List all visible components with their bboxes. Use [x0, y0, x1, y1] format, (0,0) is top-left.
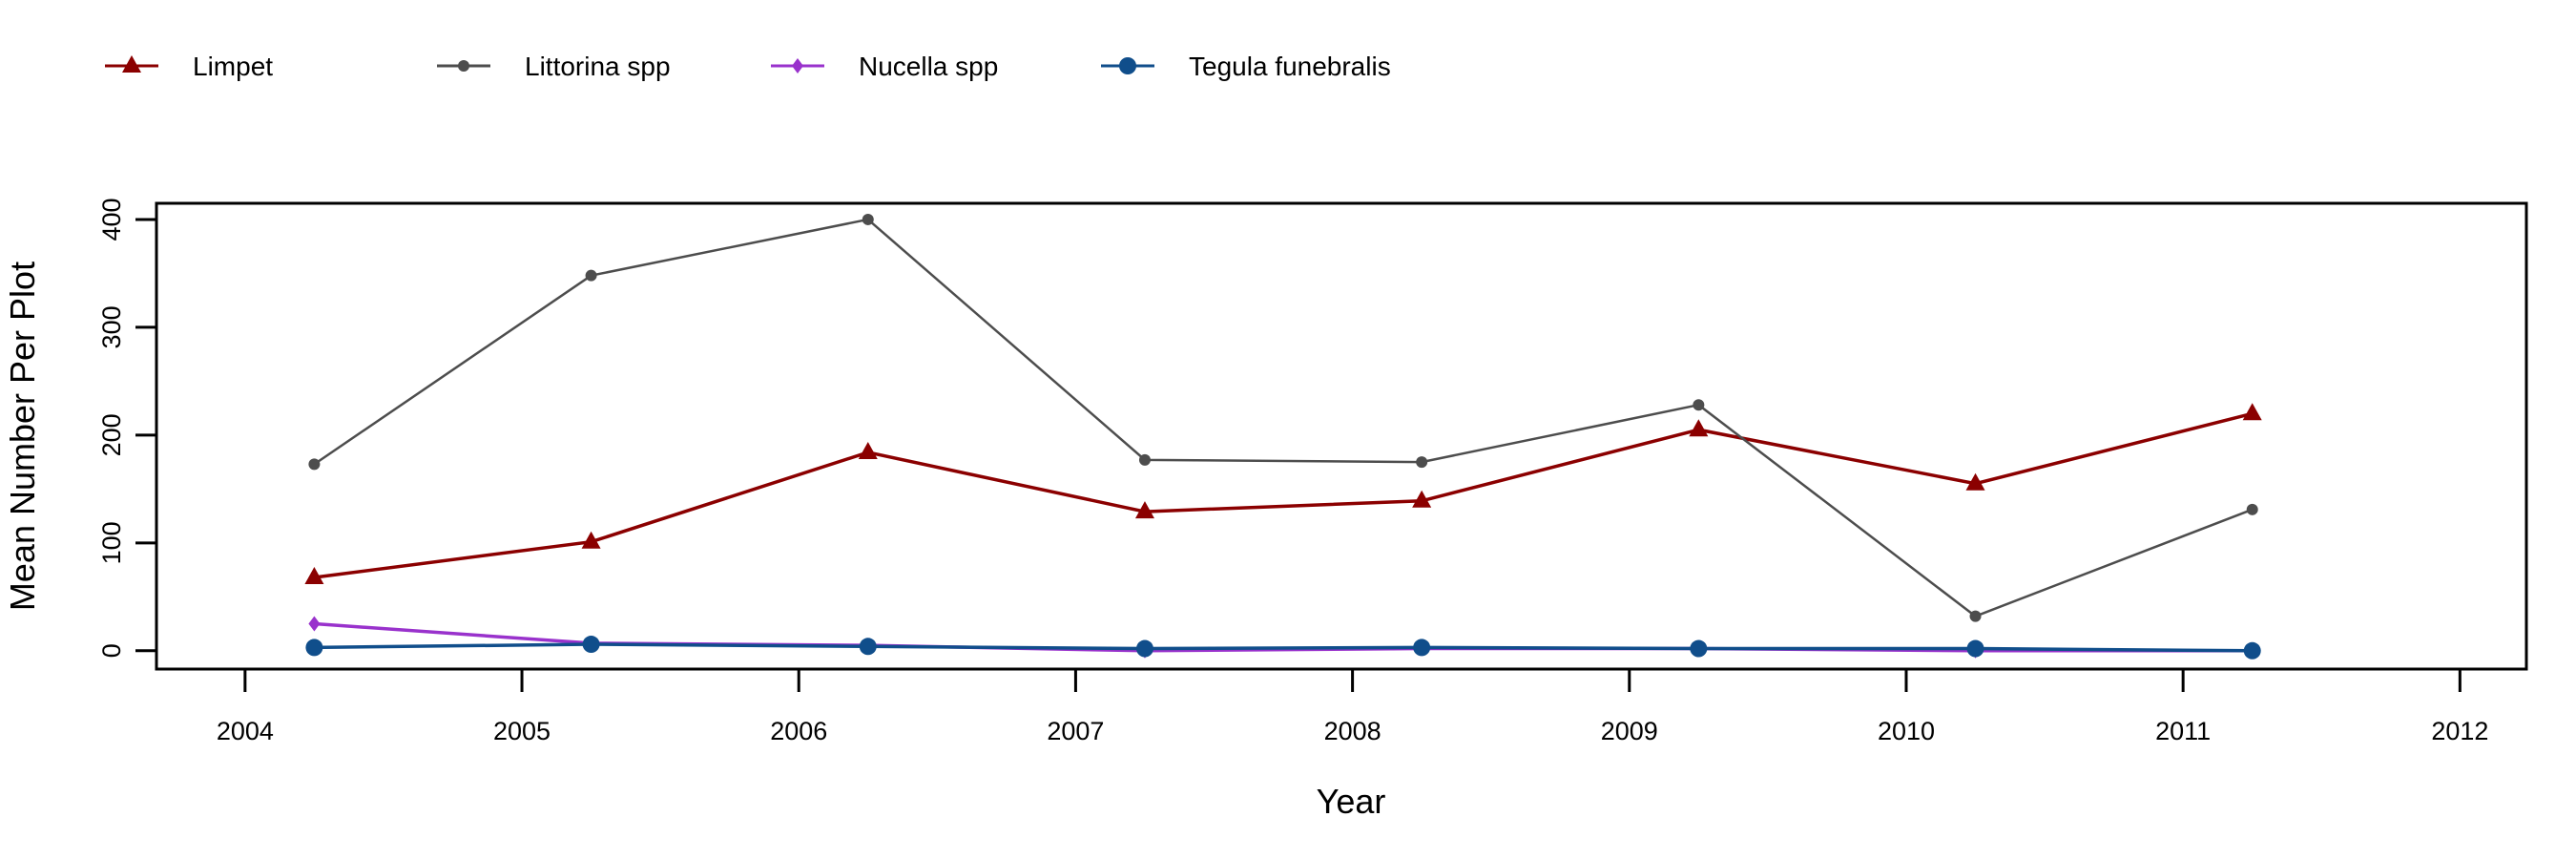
x-axis-label: Year	[1317, 782, 1386, 821]
point-marker	[1969, 610, 1982, 622]
x-tick-label: 2011	[2155, 717, 2211, 745]
point-marker	[308, 458, 321, 471]
point-marker	[582, 636, 600, 654]
legend-label: Nucella spp	[859, 52, 998, 81]
triangle-marker	[122, 55, 141, 73]
x-tick-label: 2012	[2431, 717, 2488, 745]
point-marker	[585, 269, 597, 282]
series-line	[314, 642, 2253, 653]
diamond-marker	[792, 58, 803, 73]
x-tick-label: 2006	[770, 717, 827, 745]
series-tegula-funebralis	[305, 636, 2261, 660]
point-marker	[2246, 503, 2258, 515]
x-axis: 2004 2005 2006 2007 2008 2009 2010 2011 2012	[217, 669, 2488, 745]
triangle-marker	[2242, 403, 2262, 421]
x-tick-label: 2004	[217, 717, 274, 745]
triangle-marker	[581, 531, 601, 549]
triangle-marker	[1134, 501, 1154, 519]
legend-item: Limpet	[105, 52, 273, 81]
triangle-marker	[858, 441, 878, 459]
series-group	[304, 213, 2262, 660]
y-axis: 0 100 200 300 400	[97, 198, 156, 658]
legend-item: Nucella spp	[771, 52, 998, 81]
point-marker	[1416, 456, 1428, 469]
point-marker	[458, 60, 469, 72]
point-marker	[859, 638, 877, 656]
point-marker	[1413, 639, 1431, 657]
y-tick-label: 0	[97, 643, 126, 658]
point-marker	[862, 213, 874, 225]
point-marker	[1966, 639, 1984, 658]
y-tick-label: 400	[97, 198, 126, 241]
x-tick-label: 2007	[1047, 717, 1104, 745]
point-marker	[1693, 399, 1705, 411]
legend-label: Tegula funebralis	[1189, 52, 1391, 81]
x-tick-label: 2008	[1324, 717, 1381, 745]
point-marker	[2243, 641, 2261, 660]
series-littorina-spp	[308, 213, 2258, 622]
plot-frame	[155, 201, 2528, 671]
y-tick-label: 200	[97, 413, 126, 456]
legend-label: Littorina spp	[525, 52, 671, 81]
series-line	[314, 411, 2254, 579]
x-tick-label: 2010	[1878, 717, 1935, 745]
y-axis-label: Mean Number Per Plot	[3, 262, 42, 611]
legend: Limpet Littorina spp Nucella spp Tegula fun…	[105, 52, 1391, 81]
point-marker	[1138, 453, 1151, 466]
point-marker	[1135, 639, 1153, 658]
triangle-marker	[1689, 419, 1709, 437]
triangle-marker	[1412, 490, 1432, 508]
legend-item: Tegula funebralis	[1101, 52, 1391, 81]
point-marker	[305, 639, 323, 657]
x-tick-label: 2005	[493, 717, 551, 745]
point-marker	[1690, 639, 1708, 658]
y-tick-label: 300	[97, 305, 126, 348]
legend-item: Littorina spp	[437, 52, 671, 81]
triangle-marker	[1965, 472, 1985, 491]
y-tick-label: 100	[97, 521, 126, 564]
series-nucella-spp	[308, 616, 2258, 659]
point-marker	[1119, 57, 1136, 74]
x-tick-label: 2009	[1601, 717, 1658, 745]
diamond-marker	[308, 616, 321, 632]
series-limpet	[304, 403, 2262, 584]
legend-label: Limpet	[193, 52, 273, 81]
triangle-marker	[304, 566, 324, 584]
series-line	[313, 218, 2254, 618]
